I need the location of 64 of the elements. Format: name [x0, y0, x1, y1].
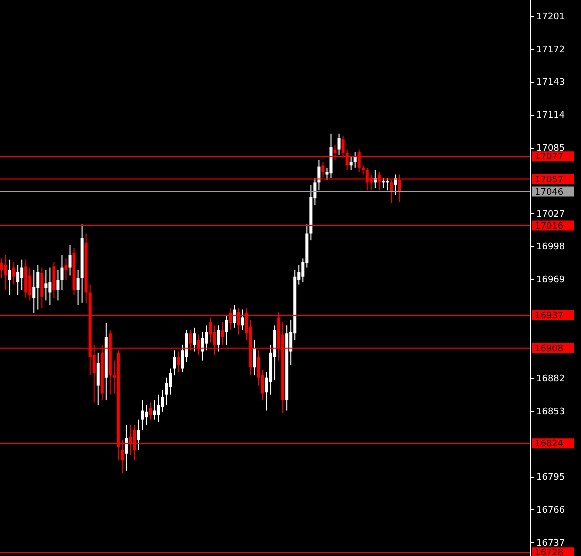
ref-line-label: 16824: [535, 440, 564, 450]
candlestick: [56, 270, 60, 302]
y-tick-label: 17172: [536, 45, 566, 56]
candlestick: [16, 265, 20, 296]
candlestick: [76, 270, 80, 306]
y-tick-label: 17085: [536, 144, 566, 154]
y-tick-label: 16737: [536, 538, 566, 549]
candlestick: [205, 325, 208, 352]
candlestick: [169, 368, 172, 396]
candlestick: [28, 267, 32, 302]
candlestick: [221, 322, 224, 346]
y-tick-label: 16998: [536, 242, 566, 253]
candlestick: [20, 259, 24, 291]
candlestick: [60, 254, 64, 291]
y-tick-label: 16969: [536, 276, 566, 286]
candlestick: [177, 351, 180, 373]
candlestick: [48, 267, 52, 306]
ref-line-label: 17046: [535, 188, 564, 198]
ref-line-label: 16728: [535, 548, 564, 556]
candlestick: [36, 265, 40, 310]
candlestick: [52, 262, 56, 299]
candlestick: [217, 325, 220, 352]
y-tick-label: 17027: [536, 210, 566, 220]
candlestick: [201, 332, 204, 362]
y-tick-label: 17114: [536, 111, 566, 122]
candlestick: [241, 309, 244, 331]
candlestick: [0, 258, 4, 278]
y-tick-label: 16853: [536, 407, 566, 418]
candlestick: [318, 159, 321, 192]
y-tick-label: 16795: [536, 473, 566, 484]
candlestick: [137, 419, 140, 451]
candlestick: [173, 350, 176, 376]
candlestick: [68, 244, 72, 276]
candlestick: [96, 352, 100, 406]
candlestick: [157, 394, 160, 423]
candlestick: [124, 425, 128, 472]
candlestick: [193, 327, 196, 352]
ref-line-label: 16908: [535, 344, 564, 354]
y-tick-label: 16766: [536, 506, 566, 516]
candlestick: [12, 262, 16, 286]
ref-line-label: 16937: [535, 311, 564, 322]
candlestick: [253, 340, 256, 376]
candlestick: [145, 404, 148, 426]
ref-line-label: 17016: [535, 222, 564, 232]
candlestick: [141, 400, 144, 431]
candlestick: [44, 270, 48, 302]
candlestick: [32, 270, 36, 314]
candlestick: [149, 402, 152, 420]
candlestick: [8, 259, 12, 296]
y-tick-label: 16882: [536, 374, 566, 384]
candlestick: [338, 133, 341, 156]
candlestick: [233, 304, 236, 328]
ref-line-label: 17057: [535, 175, 564, 186]
y-tick-label: 17201: [536, 12, 566, 22]
candlestick: [40, 267, 44, 310]
ref-line-label: 17077: [535, 152, 564, 163]
candlestick: [354, 152, 357, 168]
candlestick: [4, 254, 8, 291]
candlestick: [161, 390, 164, 412]
candlestick: [225, 314, 228, 346]
candlestick: [165, 377, 168, 406]
candlestick: [153, 400, 156, 420]
candlestick: [64, 258, 68, 281]
y-tick-label: 17143: [536, 78, 566, 88]
